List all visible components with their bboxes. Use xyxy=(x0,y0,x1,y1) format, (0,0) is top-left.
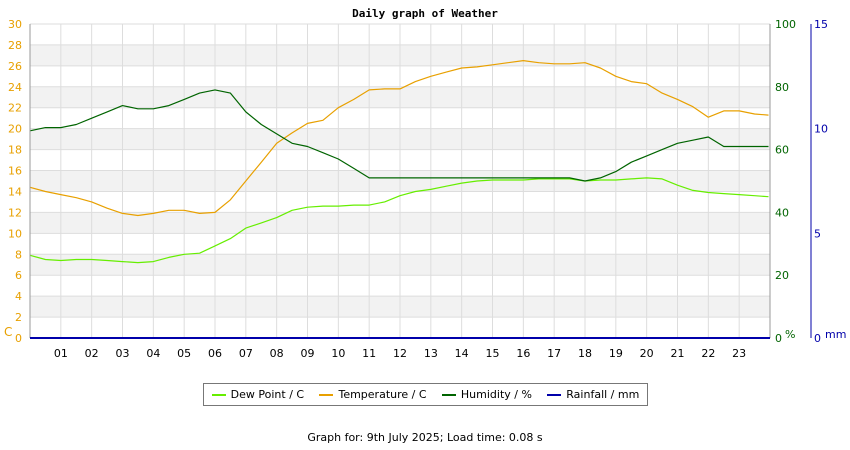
x-tick-label: 23 xyxy=(732,347,746,360)
legend-label-temperature: Temperature / C xyxy=(338,388,427,401)
y-right-humidity-tick-label: 60 xyxy=(775,144,789,157)
y-left-tick-label: 4 xyxy=(15,290,22,303)
x-tick-label: 21 xyxy=(671,347,685,360)
x-tick-label: 04 xyxy=(146,347,160,360)
x-tick-label: 06 xyxy=(208,347,222,360)
y-left-tick-label: 6 xyxy=(15,269,22,282)
legend-swatch-dew-point xyxy=(211,393,226,396)
y-left-tick-label: 18 xyxy=(8,144,22,157)
y-left-tick-label: 30 xyxy=(8,18,22,31)
y-left-tick-label: 0 xyxy=(15,332,22,345)
series-line-dew xyxy=(29,177,769,264)
y-left-tick-label: 24 xyxy=(8,81,22,94)
legend-item-humidity: Humidity / % xyxy=(441,388,532,401)
y-left-tick-label: 14 xyxy=(8,185,22,198)
y-right-rainfall-tick-label: 5 xyxy=(814,227,821,240)
x-tick-label: 20 xyxy=(640,347,654,360)
x-tick-label: 03 xyxy=(116,347,130,360)
y-left-tick-label: 26 xyxy=(8,60,22,73)
graph-footer: Graph for: 9th July 2025; Load time: 0.0… xyxy=(307,431,543,444)
series-line-humidity xyxy=(29,89,769,182)
legend-label-rainfall: Rainfall / mm xyxy=(566,388,640,401)
legend-label-humidity: Humidity / % xyxy=(460,388,532,401)
x-tick-label: 15 xyxy=(486,347,500,360)
x-tick-label: 14 xyxy=(455,347,469,360)
chart-title: Daily graph of Weather xyxy=(352,7,498,20)
x-tick-label: 22 xyxy=(701,347,715,360)
y-right-humidity-tick-label: 0 xyxy=(775,332,782,345)
legend-swatch-rainfall xyxy=(547,393,562,396)
y-left-tick-label: 28 xyxy=(8,39,22,52)
y-right-humidity-tick-label: 40 xyxy=(775,206,789,219)
y-left-tick-label: 10 xyxy=(8,227,22,240)
x-tick-label: 12 xyxy=(393,347,407,360)
y-right-rainfall-tick-label: 0 xyxy=(814,332,821,345)
y-left-unit-label: C xyxy=(4,325,12,339)
y-right-humidity-unit-label: % xyxy=(785,328,795,341)
x-tick-label: 08 xyxy=(270,347,284,360)
x-tick-label: 01 xyxy=(54,347,68,360)
legend-swatch-temperature xyxy=(319,393,334,396)
legend-swatch-humidity xyxy=(441,393,456,396)
y-right-rainfall-tick-label: 10 xyxy=(814,123,828,136)
x-tick-label: 11 xyxy=(362,347,376,360)
legend: Dew Point / C Temperature / C Humidity /… xyxy=(203,383,648,406)
y-left-tick-label: 22 xyxy=(8,102,22,115)
x-tick-label: 02 xyxy=(85,347,99,360)
y-left-tick-label: 8 xyxy=(15,248,22,261)
x-tick-label: 05 xyxy=(177,347,191,360)
y-right-rainfall-unit-label: mm xyxy=(825,328,846,341)
legend-label-dew-point: Dew Point / C xyxy=(230,388,305,401)
legend-item-temperature: Temperature / C xyxy=(319,388,427,401)
y-right-humidity-tick-label: 80 xyxy=(775,81,789,94)
x-tick-label: 18 xyxy=(578,347,592,360)
legend-item-dew-point: Dew Point / C xyxy=(211,388,305,401)
x-tick-label: 07 xyxy=(239,347,253,360)
x-tick-label: 16 xyxy=(516,347,530,360)
y-right-rainfall-tick-label: 15 xyxy=(814,18,828,31)
plot-axes xyxy=(29,24,812,339)
y-left-tick-label: 16 xyxy=(8,165,22,178)
series-line-temperature xyxy=(29,59,769,217)
y-left-tick-label: 12 xyxy=(8,206,22,219)
y-right-humidity-tick-label: 100 xyxy=(775,18,796,31)
x-tick-label: 19 xyxy=(609,347,623,360)
x-tick-label: 17 xyxy=(547,347,561,360)
x-tick-label: 13 xyxy=(424,347,438,360)
y-right-humidity-tick-label: 20 xyxy=(775,269,789,282)
x-tick-label: 10 xyxy=(331,347,345,360)
legend-item-rainfall: Rainfall / mm xyxy=(547,388,639,401)
y-left-tick-label: 2 xyxy=(15,311,22,324)
y-left-tick-label: 20 xyxy=(8,123,22,136)
x-tick-label: 09 xyxy=(301,347,315,360)
